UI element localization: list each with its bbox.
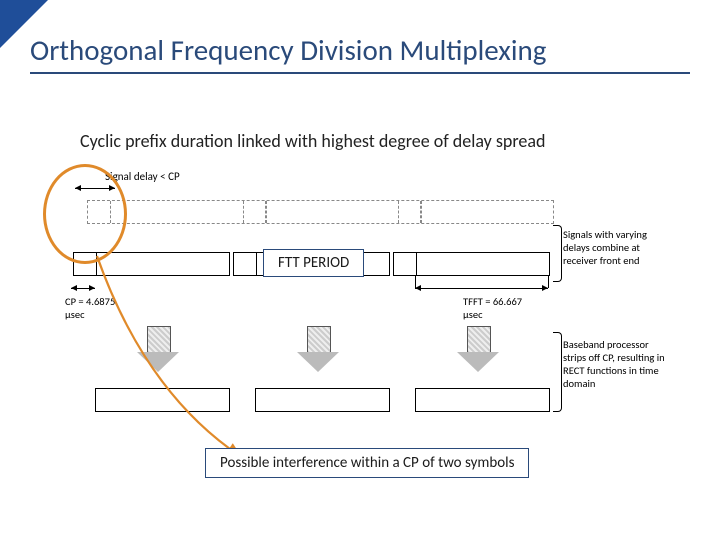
annotation-arrow xyxy=(85,252,295,472)
tfft-tick-right xyxy=(548,276,549,288)
interference-note: Possible interference within a CP of two… xyxy=(205,448,529,478)
ofdm-diagram: Signal delay < CP Signals with varying d… xyxy=(65,170,675,490)
symbol-3 xyxy=(393,252,550,276)
strip-cp-note: Baseband processor strips off CP, result… xyxy=(563,338,671,391)
down-arrow-2 xyxy=(297,326,339,372)
rect-3 xyxy=(415,388,550,412)
combine-note: Signals with varying delays combine at r… xyxy=(563,228,671,267)
tfft-tick-left xyxy=(415,276,416,288)
delayed-signal-row xyxy=(87,200,554,224)
brace-1 xyxy=(553,225,562,282)
tfft-arrow xyxy=(415,288,548,289)
down-arrow-3 xyxy=(457,326,499,372)
tfft-label: TFFT = 66.667 μsec xyxy=(463,296,543,321)
highlight-circle xyxy=(43,164,127,264)
page-title: Orthogonal Frequency Division Multiplexi… xyxy=(30,32,690,74)
brace-2 xyxy=(553,332,562,412)
page-subtitle: Cyclic prefix duration linked with highe… xyxy=(80,130,545,152)
